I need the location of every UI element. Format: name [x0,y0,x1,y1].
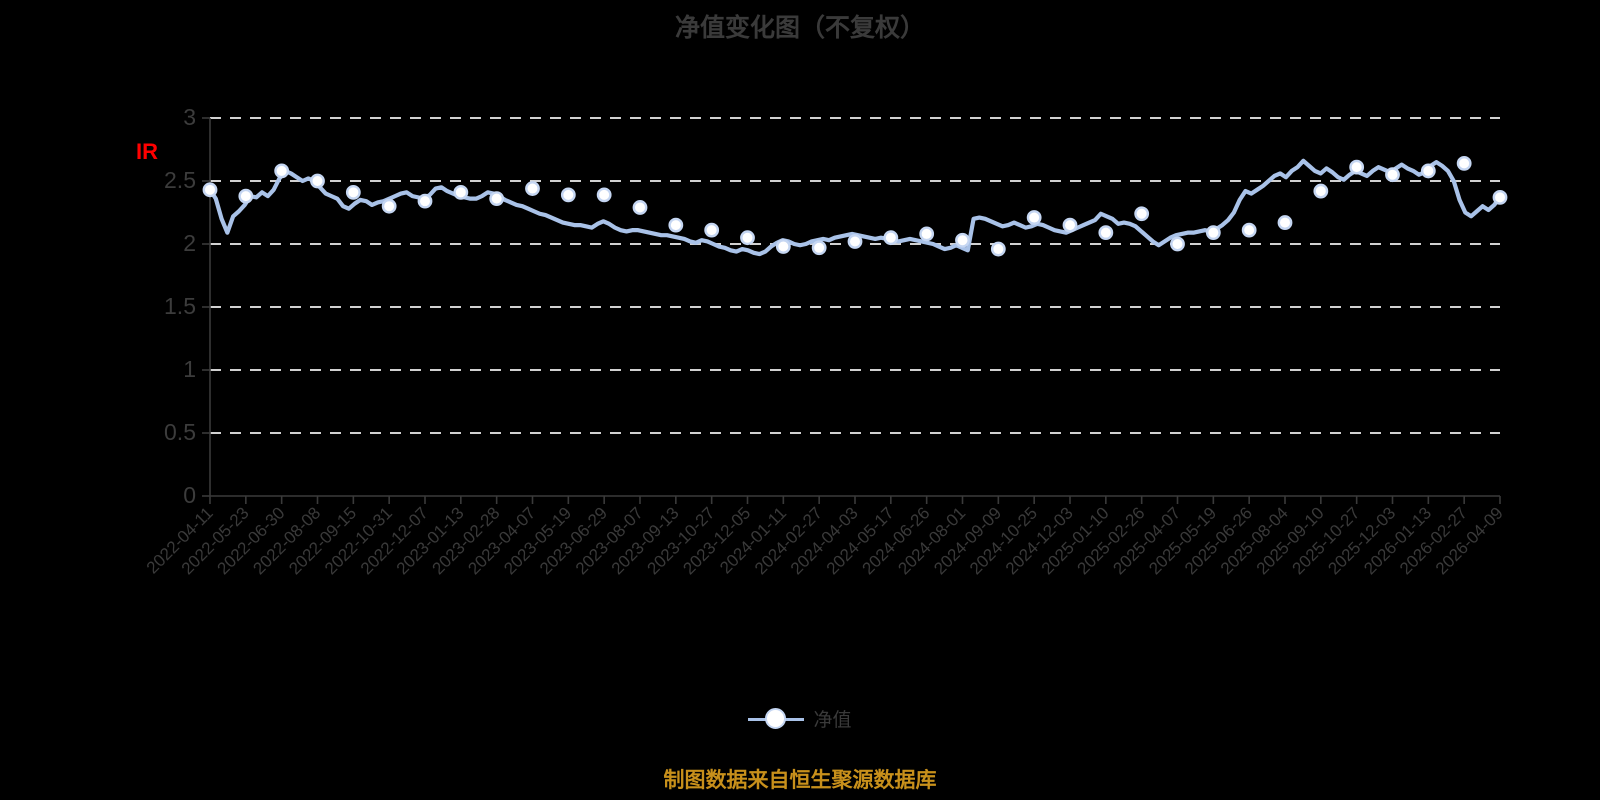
data-point-marker [525,181,540,196]
axis-annotation-red: IR [136,141,158,164]
data-point-marker [1205,225,1221,241]
data-point-marker [238,188,254,204]
footer-source-note: 制图数据来自恒生聚源数据库 [663,769,937,792]
page-title: 净值变化图（不复权） [674,14,925,42]
data-point-marker [704,222,720,238]
y-tick-label: 2 [183,230,196,256]
chart-legend: 净值 [0,705,1600,732]
data-point-marker [1134,206,1150,222]
data-point-marker [274,163,290,179]
data-point-marker [202,182,218,198]
data-point-marker [1241,222,1257,238]
y-tick-label: 1.5 [164,293,196,319]
data-point-marker [1456,155,1472,171]
y-tick-label: 0 [183,482,196,508]
gridlines-group [202,117,1500,497]
data-point-marker [560,187,576,203]
data-point-marker [345,184,361,200]
data-point-marker [955,232,970,248]
data-point-marker [1098,225,1114,241]
data-point-marker [1349,159,1365,175]
data-point-marker [990,241,1006,257]
x-tick-labels-group: 2022-04-112022-05-232022-06-302022-08-08… [143,496,1507,578]
data-point-marker [381,198,397,214]
markers-group [202,155,1508,257]
legend-item-label: 净值 [813,710,852,731]
data-point-marker [1492,189,1508,205]
data-point-marker [883,230,899,246]
data-point-marker [668,217,684,233]
data-point-marker [310,173,325,189]
data-point-marker [1420,163,1436,179]
data-point-marker [596,187,612,203]
data-point-marker [1026,210,1042,225]
data-point-marker [489,191,505,207]
legend-marker-icon [748,707,805,730]
y-tick-label: 0.5 [164,419,196,445]
data-point-marker [847,234,863,249]
y-tick-label: 1 [183,356,196,382]
y-tick-labels-group: 0 0.5 1 1.5 2 2.5 3 [164,104,196,508]
data-point-marker [1277,215,1293,230]
y-tick-label: 2.5 [164,167,196,193]
data-point-marker [740,230,755,246]
data-point-marker [775,239,791,254]
data-point-marker [632,200,648,215]
data-point-marker [1385,167,1400,183]
data-point-marker [811,240,827,256]
data-point-marker [1062,217,1078,233]
data-point-marker [1313,183,1329,199]
y-tick-label: 3 [183,104,196,130]
data-point-marker [1170,236,1185,252]
data-point-marker [453,184,469,200]
data-point-marker [919,226,935,242]
data-point-marker [417,193,433,209]
